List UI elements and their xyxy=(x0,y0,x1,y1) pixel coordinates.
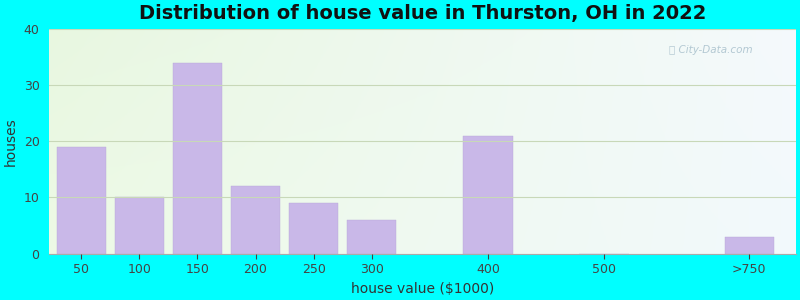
Y-axis label: houses: houses xyxy=(4,117,18,166)
Bar xyxy=(57,147,106,254)
Bar xyxy=(173,63,222,254)
Bar xyxy=(231,186,280,254)
Bar xyxy=(725,237,774,254)
Title: Distribution of house value in Thurston, OH in 2022: Distribution of house value in Thurston,… xyxy=(139,4,706,23)
X-axis label: house value ($1000): house value ($1000) xyxy=(351,282,494,296)
Bar xyxy=(114,197,164,254)
Bar xyxy=(289,203,338,254)
Bar xyxy=(463,136,513,254)
Text: Ⓢ City-Data.com: Ⓢ City-Data.com xyxy=(669,45,753,55)
Bar xyxy=(347,220,397,254)
